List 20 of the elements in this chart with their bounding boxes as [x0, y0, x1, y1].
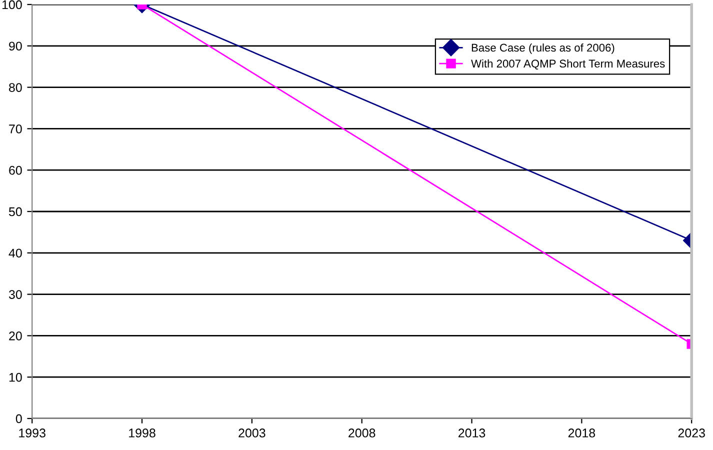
x-tick-label: 1998 — [129, 428, 156, 438]
y-tick-label: 40 — [8, 248, 22, 258]
y-tick-label: 80 — [9, 83, 22, 92]
y-tick-label: 60 — [9, 166, 22, 175]
x-tick-label: 1993 — [19, 428, 46, 438]
y-tick-label: 50 — [8, 207, 22, 216]
x-tick-label: 2023 — [678, 428, 705, 438]
y-tick-label: 70 — [9, 124, 22, 134]
legend-label: Base Case (rules as of 2006) — [472, 43, 614, 54]
y-tick-label: 0 — [16, 414, 22, 424]
y-tick-label: 30 — [8, 290, 22, 299]
x-tick-label: 2013 — [458, 428, 486, 438]
y-tick-label: 100 — [2, 0, 22, 10]
x-tick-label: 2008 — [348, 428, 376, 438]
x-tick-label: 2003 — [238, 428, 266, 438]
legend-label: With 2007 AQMP Short Term Measures — [471, 59, 665, 70]
y-tick-label: 20 — [9, 332, 22, 340]
x-tick-label: 2018 — [568, 428, 596, 438]
y-tick-label: 10 — [9, 372, 22, 382]
y-tick-label: 90 — [9, 42, 22, 51]
